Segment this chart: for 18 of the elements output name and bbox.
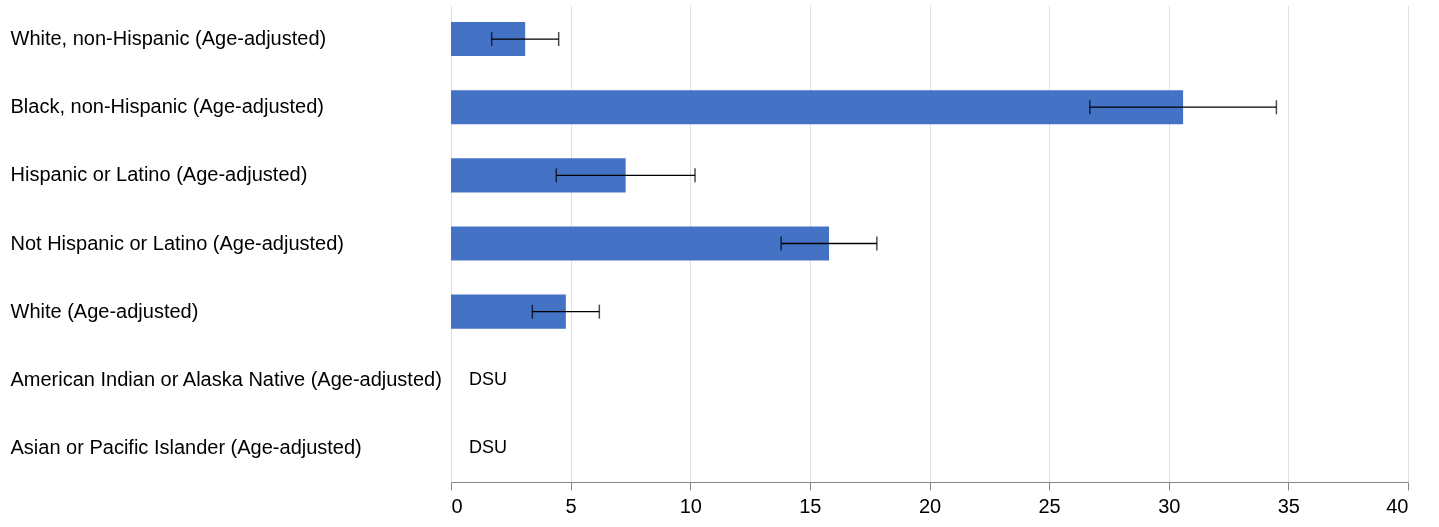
x-tick-label: 40 (1386, 494, 1409, 517)
y-tick-label: Not Hispanic or Latino (Age-adjusted) (10, 231, 345, 254)
text: DSU (469, 436, 508, 457)
text: DSU (469, 368, 508, 389)
y-tick-label: Hispanic or Latino (Age-adjusted) (10, 163, 308, 186)
x-tick-label: 0 (451, 494, 463, 517)
y-tick-label: American Indian or Alaska Native (Age-adjusted) (10, 367, 442, 390)
x-tick-label: 20 (918, 494, 942, 517)
y-tick-label: White (Age-adjusted) (10, 299, 199, 322)
x-tick-label: 5 (565, 494, 577, 517)
x-tick-label: 35 (1277, 494, 1300, 517)
x-tick-label: 25 (1038, 494, 1061, 517)
x-tick-label: 10 (679, 494, 702, 517)
y-tick-label: Asian or Pacific Islander (Age-adjusted) (10, 435, 362, 458)
x-tick-label: 15 (799, 494, 822, 517)
x-tick-label: 30 (1158, 494, 1181, 517)
y-tick-label: Black, non-Hispanic (Age-adjusted) (10, 95, 324, 118)
y-tick-label: White, non-Hispanic (Age-adjusted) (10, 27, 327, 50)
